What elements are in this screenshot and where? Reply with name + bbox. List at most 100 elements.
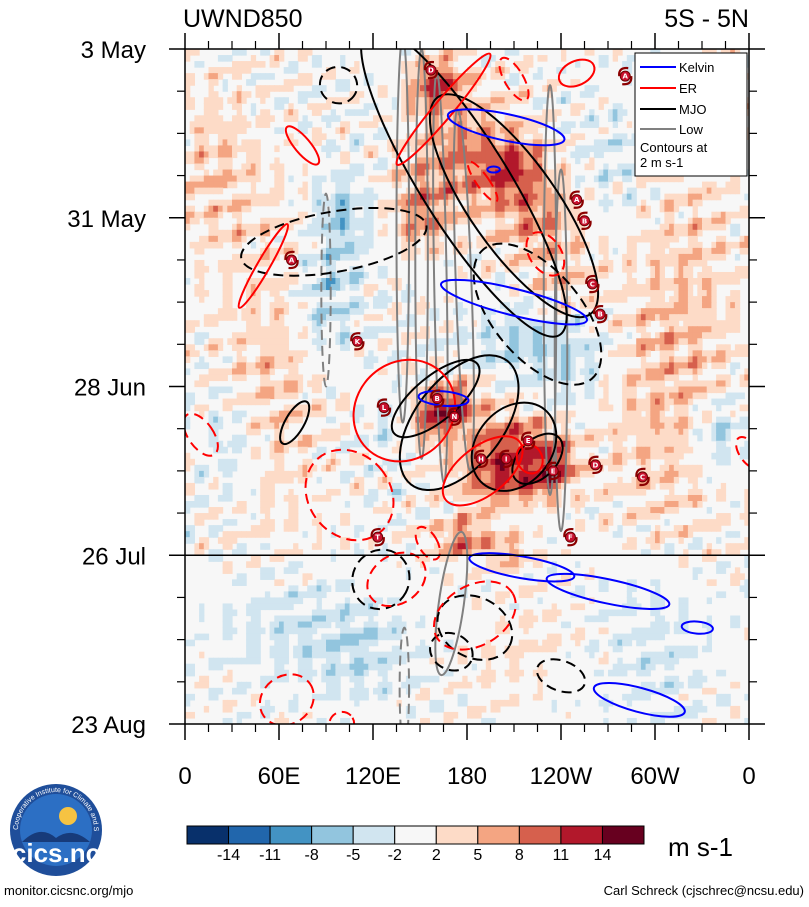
shading-cell (706, 223, 712, 231)
shading-cell (706, 416, 712, 424)
shading-cell (584, 374, 590, 382)
shading-cell (561, 302, 567, 309)
shading-cell (485, 488, 492, 496)
shading-cell (598, 97, 604, 104)
shading-cell (438, 338, 445, 345)
shading-cell (363, 440, 369, 448)
shading-cell (655, 271, 661, 279)
shading-cell (217, 422, 224, 430)
shading-cell (288, 115, 294, 122)
shading-cell (608, 290, 614, 297)
shading-cell (584, 350, 590, 357)
shading-cell (232, 458, 238, 466)
shading-cell (410, 422, 416, 430)
shading-cell (509, 157, 515, 165)
shading-cell (514, 133, 520, 141)
shading-cell (523, 332, 529, 339)
shading-cell (546, 482, 553, 490)
shading-cell (255, 362, 261, 370)
shading-cell (528, 284, 534, 291)
shading-cell (481, 109, 487, 116)
shading-cell (307, 284, 313, 291)
shading-cell (598, 199, 604, 207)
shading-cell (518, 320, 524, 327)
shading-cell (706, 284, 712, 291)
shading-cell (274, 332, 280, 339)
shading-cell (532, 278, 539, 285)
shading-cell (603, 97, 609, 104)
shading-cell (631, 290, 637, 297)
shading-cell (330, 253, 336, 261)
shading-cell (485, 259, 492, 267)
shading-cell (683, 428, 689, 436)
shading-cell (650, 253, 656, 261)
shading-cell (330, 290, 336, 297)
shading-cell (269, 416, 275, 424)
shading-cell (570, 374, 576, 382)
shading-cell (655, 49, 661, 56)
shading-cell (495, 223, 501, 231)
shading-cell (264, 247, 271, 255)
shading-cell (528, 296, 534, 303)
shading-cell (396, 416, 402, 424)
shading-cell (514, 380, 520, 388)
shading-cell (250, 296, 257, 303)
shading-cell (485, 187, 492, 195)
shading-cell (645, 392, 651, 400)
shading-cell (523, 163, 529, 171)
shading-cell (448, 434, 454, 442)
shading-cell (636, 374, 642, 382)
shading-cell (570, 446, 576, 454)
shading-cell (363, 356, 369, 363)
shading-cell (283, 109, 289, 116)
shading-cell (683, 356, 689, 363)
shading-cell (575, 464, 581, 472)
shading-cell (415, 181, 421, 189)
shading-cell (232, 127, 238, 134)
shading-cell (232, 398, 238, 406)
shading-cell (241, 229, 247, 237)
shading-cell (391, 278, 398, 285)
shading-cell (429, 338, 435, 345)
shading-cell (617, 464, 623, 472)
shading-cell (241, 115, 247, 122)
shading-cell (481, 163, 487, 171)
shading-cell (401, 61, 407, 68)
shading-cell (232, 73, 238, 80)
shading-cell (368, 332, 374, 339)
shading-cell (509, 392, 515, 400)
shading-cell (232, 362, 238, 370)
shading-cell (189, 320, 195, 327)
shading-cell (593, 296, 600, 303)
shading-cell (673, 392, 680, 400)
shading-cell (452, 446, 459, 454)
shading-cell (720, 253, 727, 261)
shading-cell (551, 205, 557, 213)
shading-cell (373, 302, 379, 309)
shading-cell (702, 253, 708, 261)
shading-cell (344, 344, 351, 351)
shading-cell (626, 175, 633, 183)
shading-cell (546, 115, 553, 122)
shading-cell (673, 374, 680, 382)
shading-cell (189, 488, 195, 496)
shading-cell (702, 380, 708, 388)
shading-cell (678, 338, 684, 345)
shading-cell (532, 151, 539, 159)
shading-cell (377, 440, 383, 448)
shading-cell (429, 187, 435, 195)
shading-cell (692, 247, 698, 255)
shading-cell (316, 308, 322, 315)
shading-cell (579, 368, 586, 376)
shading-cell (664, 223, 670, 231)
shading-cell (354, 199, 360, 207)
shading-cell (335, 181, 341, 189)
shading-cell (476, 109, 482, 116)
shading-cell (405, 368, 412, 376)
shading-cell (537, 416, 543, 424)
shading-cell (429, 73, 435, 80)
shading-cell (330, 416, 336, 424)
shading-cell (499, 91, 506, 98)
shading-cell (302, 434, 308, 442)
shading-cell (269, 217, 275, 225)
